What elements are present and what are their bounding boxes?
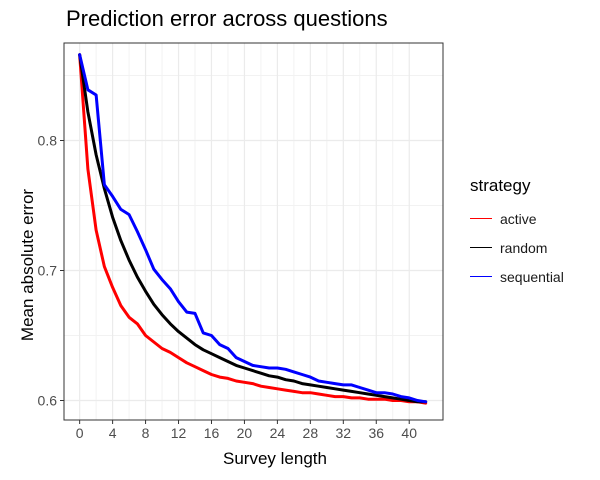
legend-title: strategy: [470, 176, 531, 195]
x-tick-label: 4: [109, 425, 117, 441]
minor-gridlines: [64, 43, 443, 420]
legend-item-random: random: [470, 233, 564, 262]
legend-key-active: [470, 218, 492, 219]
x-tick-label: 28: [303, 425, 319, 441]
x-tick-label: 8: [142, 425, 150, 441]
x-tick-label: 12: [171, 425, 187, 441]
legend-label-random: random: [500, 239, 548, 256]
chart-title: Prediction error across questions: [66, 6, 388, 31]
series-line-sequential: [78, 53, 428, 404]
legend-key-sequential: [470, 276, 492, 277]
legend-item-sequential: sequential: [470, 262, 564, 291]
x-tick-label: 20: [237, 425, 253, 441]
y-tick-label: 0.6: [38, 393, 58, 409]
x-tick-label: 40: [401, 425, 417, 441]
y-axis-label: Mean absolute error: [18, 188, 37, 342]
legend: strategy active random sequential: [470, 176, 564, 291]
legend-key-random: [470, 247, 492, 248]
series-line-active: [78, 53, 428, 405]
legend-label-active: active: [500, 210, 537, 227]
x-tick-label: 32: [336, 425, 352, 441]
x-axis-label: Survey length: [223, 449, 327, 468]
x-axis: 0 4 8 12 16 20 24 28 32 36 40: [76, 420, 417, 441]
x-tick-label: 0: [76, 425, 84, 441]
legend-label-sequential: sequential: [500, 268, 564, 285]
y-axis: 0.6 0.7 0.8: [38, 133, 64, 409]
series-line-random: [78, 53, 428, 404]
legend-item-active: active: [470, 204, 564, 233]
plot-border: [63, 42, 444, 421]
plot-panel: [64, 43, 443, 420]
major-gridlines: [64, 43, 443, 420]
series-lines: [78, 53, 428, 405]
x-tick-label: 24: [270, 425, 286, 441]
x-tick-label: 36: [368, 425, 384, 441]
y-tick-label: 0.7: [38, 263, 58, 279]
x-tick-label: 16: [204, 425, 220, 441]
y-tick-label: 0.8: [38, 133, 58, 149]
